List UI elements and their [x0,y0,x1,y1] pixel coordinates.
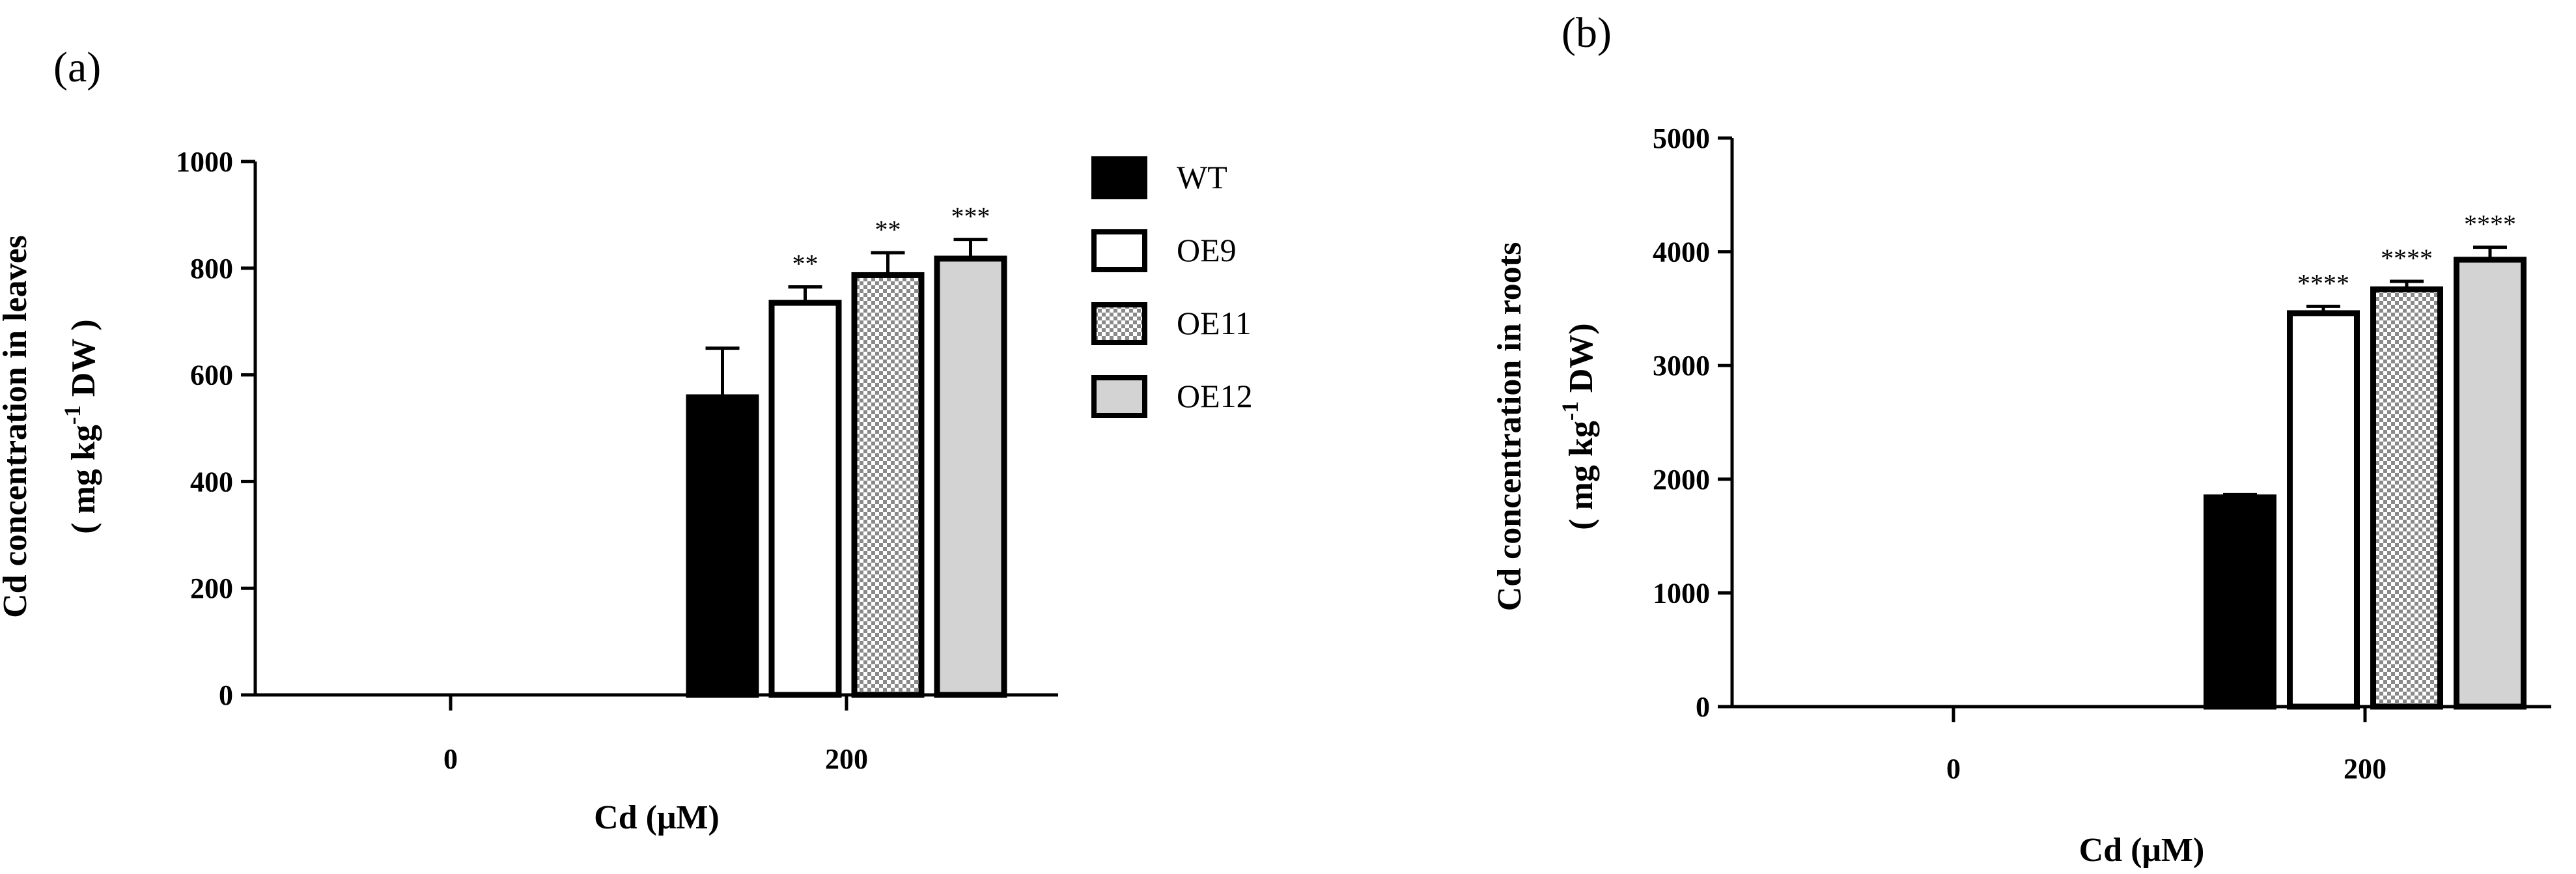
x-tick-label: 200 [825,743,868,775]
bar-wt [686,394,759,698]
bar-oe11 [851,272,925,698]
x-tick-label: 200 [2344,753,2387,785]
x-axis-title: Cd (μM) [2079,832,2205,869]
legend-swatch-wt [1091,156,1147,199]
legend-swatch-oe9 [1091,229,1147,272]
y-axis-title-line2: ( mg kg-1 DW) [1557,323,1600,529]
x-axis-title: Cd (μM) [594,799,720,836]
significance-label: **** [2381,244,2433,273]
legend-label-oe9: OE9 [1177,232,1237,268]
y-axis-title-line1: Cd concentration in roots [1491,242,1528,612]
y-tick-label: 800 [190,253,233,285]
bar-oe11 [2370,286,2443,710]
panel-b: (b) 0 1000 2000 3000 4000 5000 0 200 **** **** ***… [1491,9,2551,869]
y-tick-label: 1000 [176,146,233,178]
y-axis-unit-pre: ( mg kg [65,425,102,534]
legend-swatch-oe11 [1091,302,1147,345]
y-tick-label: 600 [190,359,233,391]
significance-label: **** [2464,210,2516,239]
y-axis-unit-post: DW) [1563,323,1600,401]
significance-label: ** [792,249,819,278]
panel-b-label: (b) [1561,9,1612,57]
y-axis-unit-sup: -1 [1557,401,1583,421]
y-axis-title-line2: ( mg kg-1 DW ) [59,319,102,534]
significance-label: ** [875,215,901,244]
bar-oe12 [934,255,1007,698]
bar-wt [2204,494,2276,710]
y-axis-title-line1: Cd concentration in leaves [0,235,34,618]
bar-oe12 [2454,257,2527,710]
legend-label-oe11: OE11 [1177,305,1252,341]
y-tick-label: 2000 [1653,464,1710,496]
y-tick-label: 4000 [1653,236,1710,268]
y-axis-unit-sup: -1 [59,405,85,425]
y-tick-label: 3000 [1653,350,1710,382]
y-tick-label: 0 [1696,691,1710,723]
y-axis-unit-post: DW ) [65,319,102,405]
y-tick-label: 5000 [1653,122,1710,154]
panel-a-label: (a) [53,44,101,91]
y-axis-unit-pre: ( mg kg [1563,421,1600,530]
legend: WT OE9 OE11 OE12 [1091,156,1253,418]
legend-swatch-oe12 [1091,375,1147,418]
x-tick-label: 0 [1946,753,1961,785]
y-tick-label: 400 [190,466,233,498]
significance-label: **** [2297,268,2349,298]
legend-label-oe12: OE12 [1177,378,1253,414]
x-tick-label: 0 [443,743,458,775]
y-tick-label: 200 [190,572,233,604]
bar-oe9 [2287,310,2360,710]
bar-oe9 [768,300,842,698]
y-tick-label: 0 [219,679,233,711]
y-tick-label: 1000 [1653,577,1710,609]
significance-label: *** [951,202,990,231]
legend-label-wt: WT [1177,159,1227,195]
